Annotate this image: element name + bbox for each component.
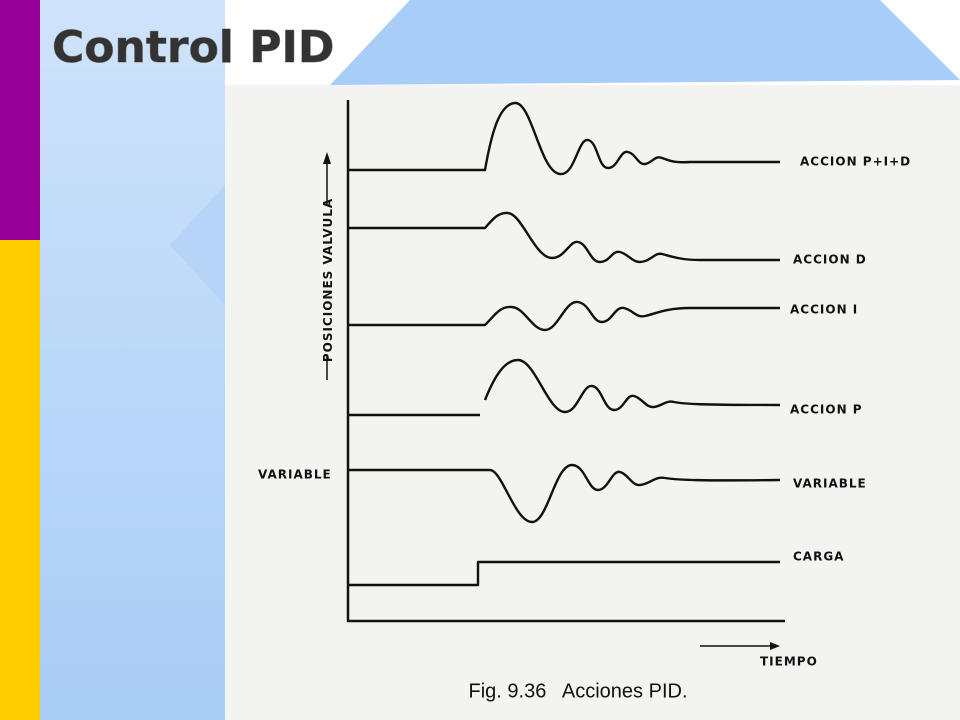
top-shape [330, 0, 960, 85]
curve-label: VARIABLE [793, 477, 867, 491]
variable-curve [348, 463, 781, 524]
time-arrowhead [770, 642, 780, 650]
pid-curve [348, 101, 780, 176]
x-axis-label: TIEMPO [760, 655, 818, 669]
curve-label: CARGA [793, 550, 844, 564]
curve-label: ACCION I [790, 303, 858, 317]
curve-label: ACCION P+I+D [800, 155, 911, 169]
p-curve [483, 358, 781, 414]
valve-arrowhead [323, 152, 331, 164]
slide-title: Control PID [52, 22, 334, 73]
figure-caption: Fig. 9.36 Acciones PID. [469, 680, 688, 702]
side-band [40, 0, 225, 720]
yellow-bar [0, 240, 40, 720]
curve-label: ACCION P [790, 403, 863, 417]
y-axis-label: POSICIONES VALVULA [321, 198, 335, 362]
purple-bar [0, 0, 40, 240]
d-curve [348, 211, 780, 264]
i-curve [348, 300, 780, 332]
curve-label: ACCION D [793, 253, 867, 267]
load-curve [348, 560, 780, 587]
arrow-shape [170, 185, 225, 305]
left-label: VARIABLE [258, 468, 332, 482]
valve-label-bg [318, 205, 336, 355]
